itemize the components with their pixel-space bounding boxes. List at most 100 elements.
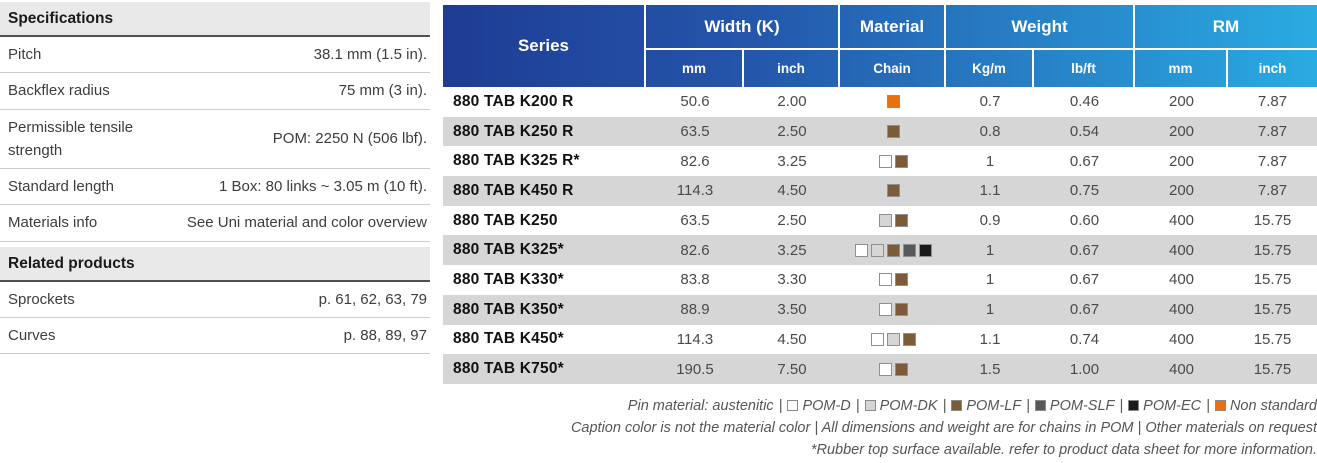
col-header-weight-lbft: lb/ft [1034, 50, 1135, 87]
specifications-panel: Specifications Pitch 38.1 mm (1.5 in). Back… [0, 2, 430, 463]
material-chain-swatches [840, 87, 946, 117]
spec-value: 1 Box: 80 links ~ 3.05 m (10 ft). [218, 178, 427, 196]
legend-swatch-pom-slf [1034, 399, 1046, 411]
rm-mm-value: 400 [1168, 271, 1195, 289]
section-title: Related products [0, 246, 430, 282]
material-chain-swatches [840, 265, 946, 295]
rm-inch-value: 7.87 [1257, 152, 1288, 170]
material-swatch-pom-d [854, 243, 868, 257]
weight-kgm-value: 1.1 [979, 182, 1001, 200]
material-swatch-pom-dk [886, 332, 900, 346]
legend-label: Non standard [1229, 397, 1317, 414]
width-mm-value: 88.9 [680, 301, 710, 319]
material-swatch-pom-lf [886, 125, 900, 139]
width-mm-value: 190.5 [676, 360, 714, 378]
rm-mm-value: 200 [1168, 123, 1195, 141]
weight-kgm-value: 1 [985, 301, 995, 319]
series-name: 880 TAB K250 R [453, 122, 574, 140]
legend-separator: | [1026, 397, 1030, 414]
material-chain-swatches [840, 295, 946, 325]
spec-label: Materials info [8, 214, 98, 232]
material-swatch-pom-lf [894, 303, 908, 317]
legend-label: POM-EC [1143, 397, 1202, 414]
table-caption: Pin material: austenitic | POM-D | POM-DK | PO… [443, 395, 1317, 461]
series-name: 880 TAB K450 R [453, 181, 574, 199]
rm-mm-value: 200 [1168, 182, 1195, 200]
caption-note-rubber-top: *Rubber top surface available. refer to … [810, 441, 1317, 458]
material-chain-swatches [840, 235, 946, 265]
material-swatch-pom-lf [894, 273, 908, 287]
material-swatch-pom-d [878, 362, 892, 376]
width-mm-value: 114.3 [676, 182, 714, 200]
table-row: 880 TAB K325 R* 82.6 3.25 1 0.67 200 7.87 [443, 146, 1317, 177]
spec-row: Materials info See Uni material and color… [0, 205, 430, 242]
spec-label: Permissible tensile strength [8, 118, 134, 159]
material-swatch-pom-d [878, 303, 892, 317]
material-chain-swatches [840, 117, 946, 147]
spec-row: Pitch 38.1 mm (1.5 in). [0, 37, 430, 74]
width-inch-value: 4.50 [777, 330, 807, 348]
width-mm-value: 82.6 [680, 152, 710, 170]
width-mm-value: 63.5 [680, 123, 710, 141]
width-inch-value: 3.50 [777, 301, 807, 319]
material-swatch-pom-lf [894, 154, 908, 168]
series-table-body: 880 TAB K200 R 50.6 2.00 0.7 0.46 200 7.87 880 … [443, 87, 1317, 384]
material-swatch-pom-lf [894, 214, 908, 228]
width-mm-value: 63.5 [680, 212, 710, 230]
material-swatch-pom-lf [886, 243, 900, 257]
material-swatch-pom-dk [878, 214, 892, 228]
rm-mm-value: 400 [1168, 330, 1195, 348]
weight-lbft-value: 0.67 [1069, 301, 1100, 319]
col-group-weight: Weight [946, 5, 1135, 50]
legend-swatch-non-standard [1214, 399, 1226, 411]
spec-label: Pitch [8, 46, 42, 63]
col-header-rm-inch: inch [1258, 61, 1287, 76]
table-row: 880 TAB K325* 82.6 3.25 1 0.67 400 15.75 [443, 235, 1317, 266]
weight-lbft-value: 0.46 [1069, 93, 1100, 111]
weight-kgm-value: 1.5 [979, 360, 1001, 378]
weight-lbft-value: 0.74 [1069, 330, 1100, 348]
weight-lbft-value: 0.67 [1069, 271, 1100, 289]
rm-inch-value: 15.75 [1253, 271, 1292, 289]
spec-row: Curves p. 88, 89, 97 [0, 318, 430, 354]
width-mm-value: 114.3 [676, 330, 714, 348]
rm-mm-value: 400 [1168, 360, 1195, 378]
spec-value: 75 mm (3 in). [338, 82, 427, 100]
rm-inch-value: 15.75 [1253, 360, 1292, 378]
width-inch-value: 2.50 [777, 212, 807, 230]
col-header-rm-mm: mm [1135, 50, 1228, 87]
weight-lbft-value: 0.60 [1069, 212, 1100, 230]
weight-lbft-value: 0.54 [1069, 123, 1100, 141]
width-inch-value: 3.30 [777, 271, 807, 289]
rm-inch-value: 15.75 [1253, 212, 1292, 230]
series-name: 880 TAB K325* [453, 241, 564, 259]
spec-row: Backflex radius 75 mm (3 in). [0, 73, 430, 110]
spec-value: p. 61, 62, 63, 79 [318, 290, 427, 308]
series-name: 880 TAB K450* [453, 330, 564, 348]
width-inch-value: 3.25 [777, 241, 807, 259]
table-row: 880 TAB K350* 88.9 3.50 1 0.67 400 15.75 [443, 294, 1317, 325]
width-mm-value: 83.8 [680, 271, 710, 289]
legend-separator: | [1119, 397, 1124, 414]
material-swatch-non-standard [886, 95, 900, 109]
rm-mm-value: 400 [1168, 212, 1195, 230]
col-group-rm: RM [1135, 5, 1317, 50]
weight-kgm-value: 1 [985, 152, 995, 170]
rm-mm-value: 200 [1168, 93, 1195, 111]
weight-kgm-value: 1 [985, 241, 995, 259]
spec-value: See Uni material and color overview [186, 214, 427, 232]
material-swatch-pom-d [878, 273, 892, 287]
rm-inch-value: 15.75 [1253, 330, 1292, 348]
weight-kgm-value: 1.1 [979, 330, 1001, 348]
series-name: 880 TAB K325 R* [453, 152, 580, 170]
material-swatch-pom-slf [902, 243, 916, 257]
spec-label: Curves [8, 326, 56, 344]
rm-mm-value: 200 [1168, 152, 1195, 170]
legend-separator: | [778, 397, 783, 414]
table-row: 880 TAB K200 R 50.6 2.00 0.7 0.46 200 7.87 [443, 87, 1317, 117]
series-table-panel: Series Width (K) Material Weight RM mm i… [443, 2, 1317, 463]
width-mm-value: 50.6 [680, 93, 710, 111]
spec-value: POM: 2250 N (506 lbf). [272, 130, 427, 148]
material-swatch-pom-dk [870, 243, 884, 257]
